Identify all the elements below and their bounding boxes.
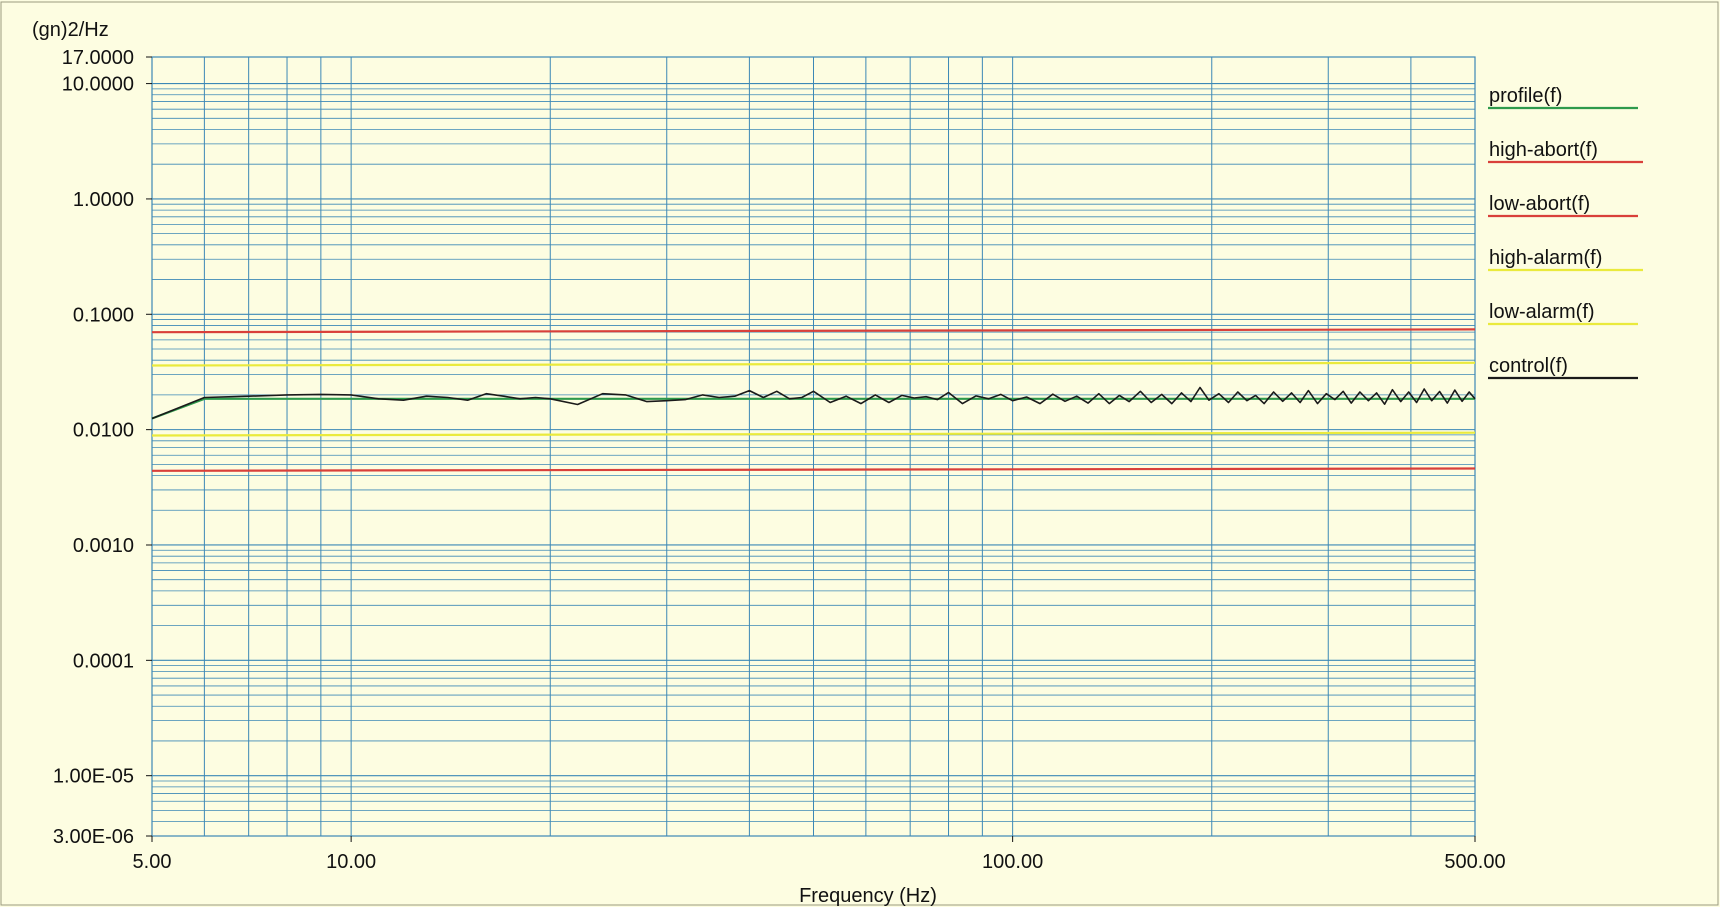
x-axis-label: Frequency (Hz) xyxy=(799,885,937,907)
series-line-controlf xyxy=(151,386,1476,420)
legend: profile(f) high-abort(f) low-abort(f) high-… xyxy=(1488,85,1643,380)
legend-label: profile(f) xyxy=(1489,85,1562,107)
y-tick-label: 10.0000 xyxy=(62,74,134,96)
series-layer xyxy=(151,328,1476,472)
y-tick-label: 1.0000 xyxy=(73,189,134,211)
series-line-high-abortf xyxy=(151,328,1476,334)
y-tick-label: 0.0010 xyxy=(73,535,134,557)
x-tick-label: 10.00 xyxy=(326,851,376,873)
series-line-low-alarmf xyxy=(151,431,1476,437)
y-tick-labels: 17.0000 10.0000 1.0000 0.1000 0.0100 0.0010 0.… xyxy=(53,47,152,848)
legend-label: low-alarm(f) xyxy=(1489,301,1595,323)
x-tick-label: 500.00 xyxy=(1444,851,1505,873)
legend-label: control(f) xyxy=(1489,355,1568,377)
y-tick-label: 0.1000 xyxy=(73,304,134,326)
y-tick-label: 17.0000 xyxy=(62,47,134,69)
y-tick-label: 0.0001 xyxy=(73,650,134,672)
plot-area-border xyxy=(151,56,1476,837)
y-axis-label: (gn)2/Hz xyxy=(32,19,109,41)
legend-label: low-abort(f) xyxy=(1489,193,1590,215)
legend-label: high-abort(f) xyxy=(1489,139,1598,161)
x-tick-label: 100.00 xyxy=(982,851,1043,873)
legend-label: high-alarm(f) xyxy=(1489,247,1602,269)
series-line-high-alarmf xyxy=(151,361,1476,367)
y-tick-label: 1.00E-05 xyxy=(53,766,134,788)
grid xyxy=(152,57,1475,837)
x-tick-labels: 5.00 10.00 100.00 500.00 xyxy=(133,836,1506,873)
y-tick-label: 0.0100 xyxy=(73,420,134,442)
x-tick-label: 5.00 xyxy=(133,851,172,873)
series-line-low-abortf xyxy=(151,467,1476,472)
y-tick-label: 3.00E-06 xyxy=(53,826,134,848)
